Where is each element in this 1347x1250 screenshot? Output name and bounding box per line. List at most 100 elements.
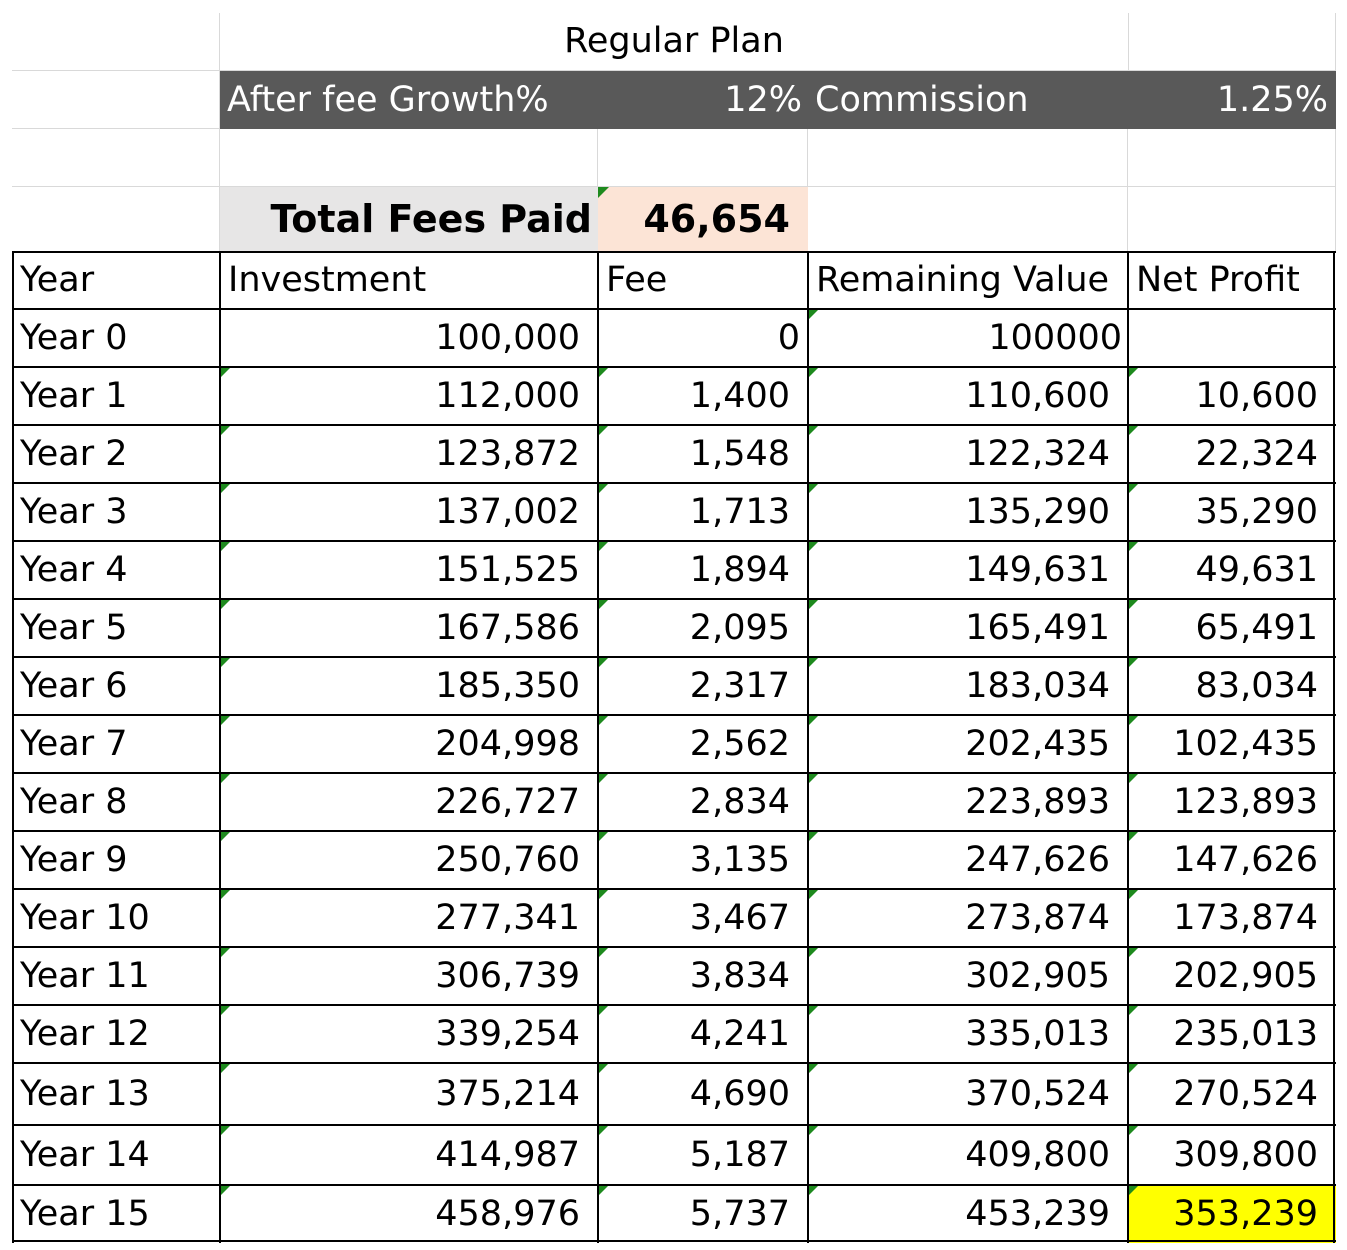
cell-investment[interactable]: 185,350 [220, 657, 598, 715]
cell-net-profit[interactable]: 102,435 [1128, 715, 1336, 773]
cell-net-profit[interactable]: 173,874 [1128, 889, 1336, 947]
cell-remaining-value[interactable]: 165,491 [808, 599, 1128, 657]
cell-remaining-value[interactable]: 335,013 [808, 1005, 1128, 1063]
growth-label-cell[interactable]: After fee Growth% [220, 71, 598, 129]
cell-year[interactable]: Year 2 [12, 425, 220, 483]
cell-remaining-value[interactable]: 273,874 [808, 889, 1128, 947]
cell-fee[interactable]: 5,737 [598, 1185, 808, 1243]
cell-d4[interactable] [808, 187, 1128, 251]
cell-investment[interactable]: 250,760 [220, 831, 598, 889]
total-fees-value[interactable]: 46,654 [598, 187, 808, 251]
cell-year[interactable]: Year 13 [12, 1063, 220, 1125]
cell-e1[interactable] [1128, 13, 1336, 71]
cell-investment[interactable]: 123,872 [220, 425, 598, 483]
header-net-profit[interactable]: Net Profit [1136, 259, 1300, 300]
cell-fee[interactable]: 0 [598, 309, 808, 367]
cell-net-profit[interactable]: 309,800 [1128, 1125, 1336, 1185]
cell-year[interactable]: Year 7 [12, 715, 220, 773]
cell-year[interactable]: Year 1 [12, 367, 220, 425]
cell-a1[interactable] [12, 13, 220, 71]
cell-fee[interactable]: 2,317 [598, 657, 808, 715]
commission-value-cell[interactable]: 1.25% [1128, 71, 1336, 129]
cell-remaining-value[interactable]: 122,324 [808, 425, 1128, 483]
cell-fee[interactable]: 4,690 [598, 1063, 808, 1125]
cell-investment[interactable]: 339,254 [220, 1005, 598, 1063]
cell-investment[interactable]: 375,214 [220, 1063, 598, 1125]
cell-remaining-value[interactable]: 202,435 [808, 715, 1128, 773]
cell-net-profit[interactable]: 83,034 [1128, 657, 1336, 715]
cell-investment[interactable]: 414,987 [220, 1125, 598, 1185]
commission-label-cell[interactable]: Commission [808, 71, 1128, 129]
cell-d3[interactable] [808, 129, 1128, 187]
cell-year[interactable]: Year 3 [12, 483, 220, 541]
cell-investment[interactable]: 226,727 [220, 773, 598, 831]
cell-year[interactable]: Year 11 [12, 947, 220, 1005]
cell-e4[interactable] [1128, 187, 1336, 251]
cell-year[interactable]: Year 9 [12, 831, 220, 889]
cell-year[interactable]: Year 12 [12, 1005, 220, 1063]
cell-year[interactable]: Year 15 [12, 1185, 220, 1243]
cell-fee[interactable]: 1,894 [598, 541, 808, 599]
cell-a2[interactable] [12, 71, 220, 129]
cell-remaining-value[interactable]: 409,800 [808, 1125, 1128, 1185]
cell-remaining-value[interactable]: 247,626 [808, 831, 1128, 889]
cell-net-profit[interactable]: 65,491 [1128, 599, 1336, 657]
cell-net-profit[interactable]: 202,905 [1128, 947, 1336, 1005]
cell-year[interactable]: Year 8 [12, 773, 220, 831]
cell-net-profit[interactable]: 22,324 [1128, 425, 1336, 483]
cell-year[interactable]: Year 6 [12, 657, 220, 715]
cell-fee[interactable]: 1,713 [598, 483, 808, 541]
cell-investment[interactable]: 204,998 [220, 715, 598, 773]
cell-net-profit[interactable]: 270,524 [1128, 1063, 1336, 1125]
cell-remaining-value[interactable]: 110,600 [808, 367, 1128, 425]
cell-fee[interactable]: 5,187 [598, 1125, 808, 1185]
cell-remaining-value[interactable]: 100000 [808, 309, 1128, 367]
header-fee[interactable]: Fee [606, 259, 668, 300]
header-remaining-value[interactable]: Remaining Value [816, 259, 1110, 300]
cell-year[interactable]: Year 10 [12, 889, 220, 947]
cell-a4[interactable] [12, 187, 220, 251]
cell-net-profit[interactable]: 235,013 [1128, 1005, 1336, 1063]
cell-year[interactable]: Year 0 [12, 309, 220, 367]
cell-fee[interactable]: 4,241 [598, 1005, 808, 1063]
cell-remaining-value[interactable]: 370,524 [808, 1063, 1128, 1125]
header-year[interactable]: Year [20, 259, 95, 300]
cell-fee[interactable]: 2,562 [598, 715, 808, 773]
cell-net-profit[interactable]: 123,893 [1128, 773, 1336, 831]
cell-investment[interactable]: 137,002 [220, 483, 598, 541]
cell-investment[interactable]: 100,000 [220, 309, 598, 367]
cell-remaining-value[interactable]: 135,290 [808, 483, 1128, 541]
cell-fee[interactable]: 2,834 [598, 773, 808, 831]
cell-net-profit[interactable]: 10,600 [1128, 367, 1336, 425]
cell-a3[interactable] [12, 129, 220, 187]
cell-fee[interactable]: 2,095 [598, 599, 808, 657]
cell-net-profit[interactable]: 35,290 [1128, 483, 1336, 541]
cell-fee[interactable]: 1,400 [598, 367, 808, 425]
cell-b3[interactable] [220, 129, 598, 187]
cell-net-profit[interactable]: 49,631 [1128, 541, 1336, 599]
growth-value-cell[interactable]: 12% [598, 71, 808, 129]
cell-investment[interactable]: 167,586 [220, 599, 598, 657]
cell-fee[interactable]: 3,467 [598, 889, 808, 947]
cell-remaining-value[interactable]: 302,905 [808, 947, 1128, 1005]
total-fees-label[interactable]: Total Fees Paid [220, 187, 598, 251]
cell-net-profit[interactable]: 353,239 [1128, 1185, 1336, 1243]
cell-remaining-value[interactable]: 149,631 [808, 541, 1128, 599]
cell-investment[interactable]: 277,341 [220, 889, 598, 947]
cell-remaining-value[interactable]: 183,034 [808, 657, 1128, 715]
cell-investment[interactable]: 151,525 [220, 541, 598, 599]
cell-year[interactable]: Year 5 [12, 599, 220, 657]
cell-investment[interactable]: 458,976 [220, 1185, 598, 1243]
cell-e3[interactable] [1128, 129, 1336, 187]
cell-investment[interactable]: 306,739 [220, 947, 598, 1005]
cell-year[interactable]: Year 14 [12, 1125, 220, 1185]
cell-net-profit[interactable]: 147,626 [1128, 831, 1336, 889]
cell-fee[interactable]: 3,834 [598, 947, 808, 1005]
cell-remaining-value[interactable]: 453,239 [808, 1185, 1128, 1243]
cell-fee[interactable]: 3,135 [598, 831, 808, 889]
header-investment[interactable]: Investment [228, 259, 427, 300]
cell-fee[interactable]: 1,548 [598, 425, 808, 483]
cell-net-profit[interactable] [1128, 309, 1336, 367]
cell-investment[interactable]: 112,000 [220, 367, 598, 425]
plan-title[interactable]: Regular Plan [220, 13, 1128, 71]
